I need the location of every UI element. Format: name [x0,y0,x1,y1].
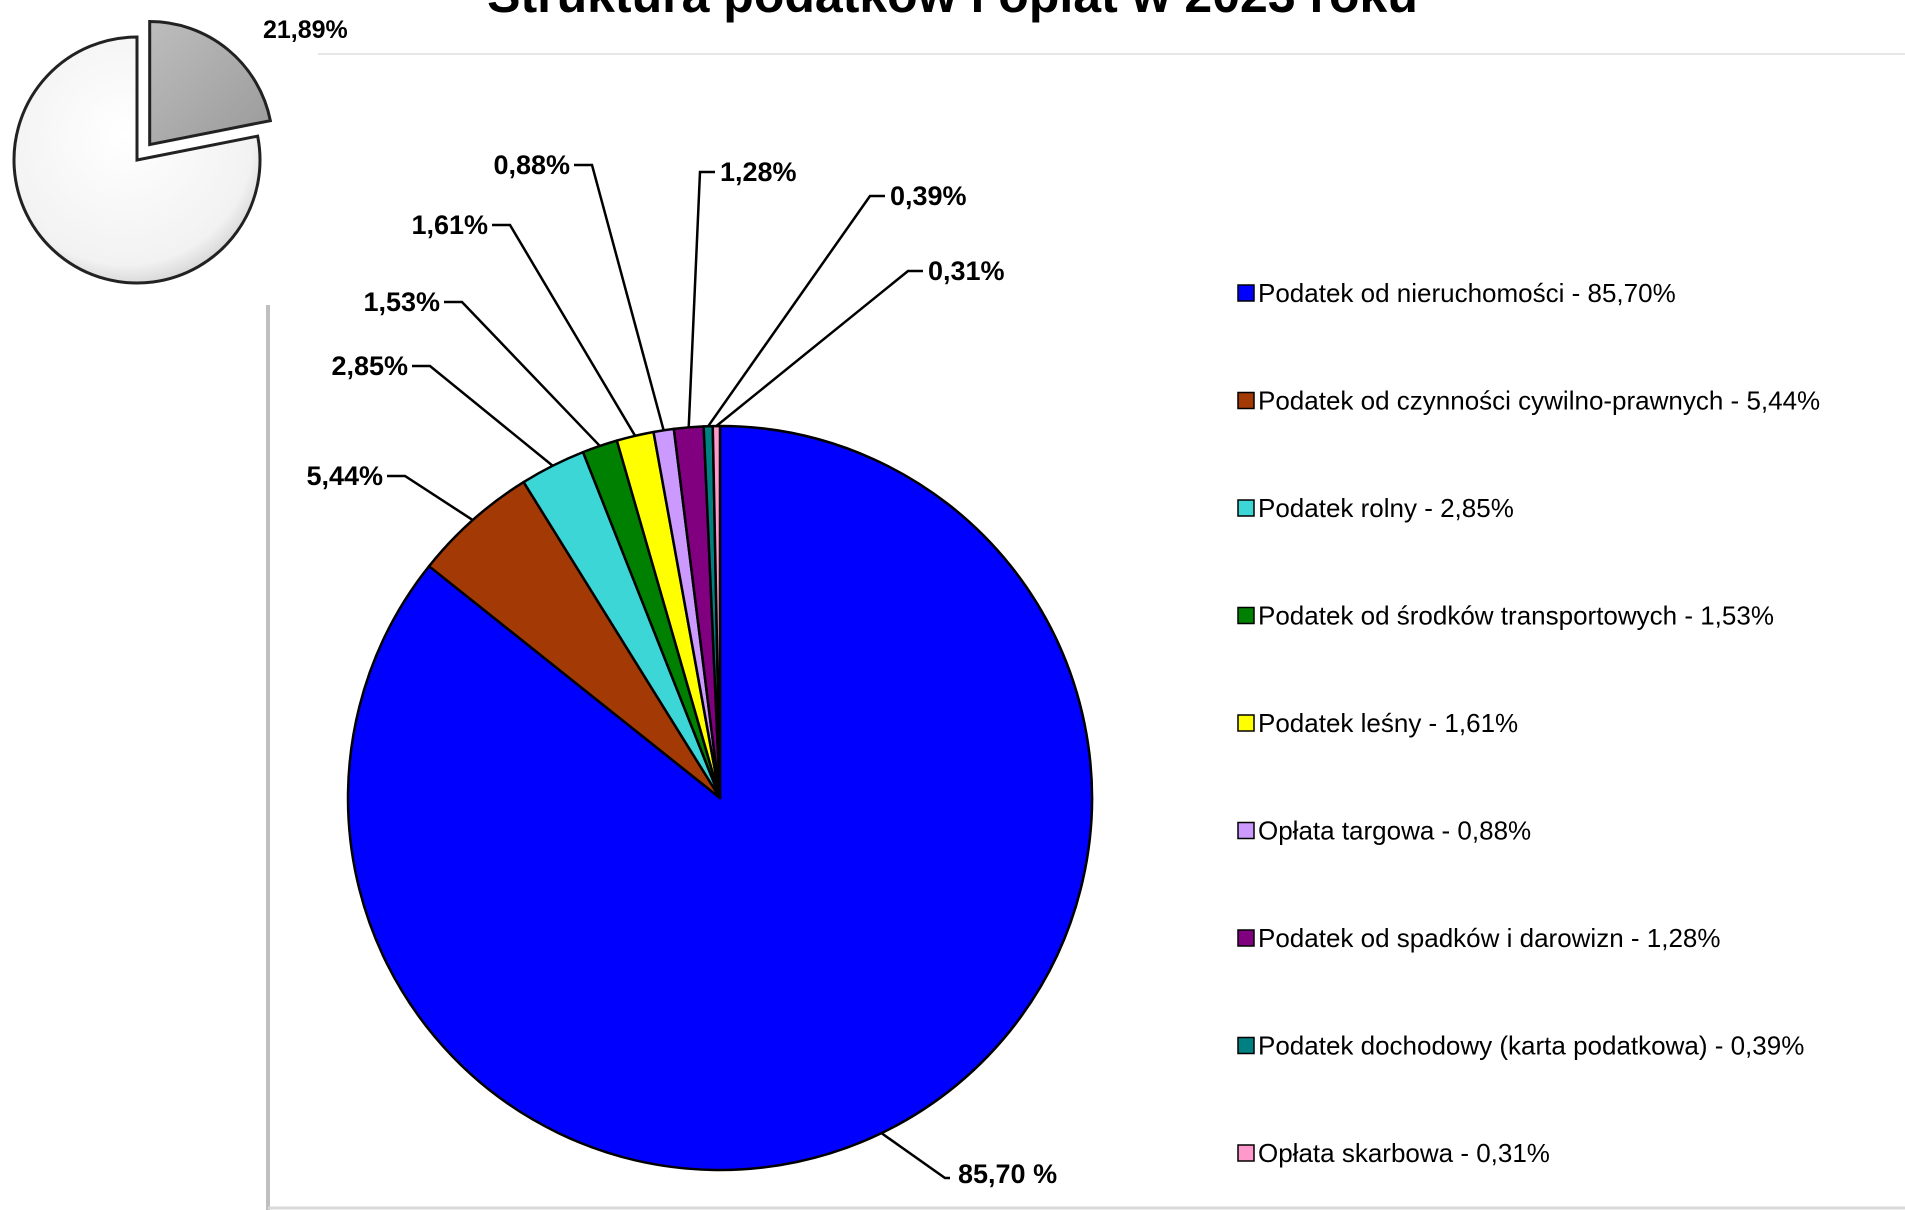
slice-label: 1,53% [363,287,440,317]
legend-entry: Podatek rolny - 2,85% [1237,493,1514,523]
inset-pie-rest-slice [12,35,262,285]
slice-labels: 85,70 % 5,44% 2,85% 1,53% 1,61%0,88% 1,28% 0,3… [306,150,1057,1189]
leader-line [880,1132,950,1180]
leader-line [412,364,554,467]
legend-entry: Podatek dochodowy (karta podatkowa) - 0,… [1237,1031,1804,1061]
legend-entry: Opłata targowa - 0,88% [1237,816,1531,846]
label-leader-lines [387,163,950,1180]
inset-pie-exploded-slice [148,20,273,147]
legend-entry: Opłata skarbowa - 0,31% [1237,1138,1550,1168]
slice-label: 5,44% [306,461,383,491]
slice-label: 0,88% [493,150,570,180]
leader-line [707,194,885,427]
legend-swatch [1237,929,1255,947]
inset-pie-label: 21,89% [263,16,348,44]
legend-label: Podatek rolny - 2,85% [1258,493,1514,523]
legend-label: Opłata skarbowa - 0,31% [1258,1138,1550,1168]
legend-entry: Podatek od czynności cywilno-prawnych - … [1237,386,1820,416]
leader-line [574,163,665,431]
pie-slice [711,424,722,800]
slice-label: 1,61% [411,210,488,240]
chart-title: Struktura podatków i opłat w 2023 roku [0,0,1905,24]
slice-label: 2,85% [331,351,408,381]
leader-line [387,474,474,522]
legend-swatch [1237,284,1255,302]
legend-label: Podatek od środków transportowych - 1,53… [1258,601,1774,631]
legend-label: Podatek od czynności cywilno-prawnych - … [1258,386,1820,416]
legend-label: Podatek od nieruchomości - 85,70% [1258,278,1676,308]
legend-entry: Podatek od środków transportowych - 1,53… [1237,601,1774,631]
legend-label: Opłata targowa - 0,88% [1258,816,1531,846]
pie-slices [346,424,1094,1172]
slice-label: 0,39% [890,181,967,211]
legend-swatch [1237,1036,1255,1055]
legend-entry: Podatek od spadków i darowizn - 1,28% [1237,923,1721,953]
legend-entry: Podatek od nieruchomości - 85,70% [1237,278,1676,308]
legend-swatch [1237,821,1255,840]
legend-label: Podatek leśny - 1,61% [1258,708,1518,738]
legend: Podatek od nieruchomości - 85,70% Podatek… [1237,278,1820,1168]
slice-label: 1,28% [720,157,797,187]
legend-swatch [1237,1144,1255,1162]
legend-label: Podatek dochodowy (karta podatkowa) - 0,… [1258,1031,1804,1061]
leader-line [492,223,637,437]
leader-line [687,170,715,428]
legend-swatch [1237,499,1255,517]
slice-label: 0,31% [928,256,1005,286]
slice-label: 85,70 % [958,1159,1057,1189]
legend-swatch [1237,606,1255,625]
legend-swatch [1237,391,1255,410]
leader-line [444,300,601,447]
legend-entry: Podatek leśny - 1,61% [1237,708,1518,738]
legend-swatch [1237,714,1255,732]
leader-line [715,269,923,427]
inset-pie: 21,89% [12,16,348,285]
legend-label: Podatek od spadków i darowizn - 1,28% [1258,923,1721,953]
